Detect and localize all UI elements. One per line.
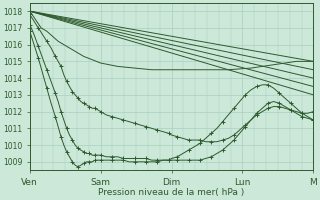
X-axis label: Pression niveau de la mer( hPa ): Pression niveau de la mer( hPa ) — [99, 188, 245, 197]
